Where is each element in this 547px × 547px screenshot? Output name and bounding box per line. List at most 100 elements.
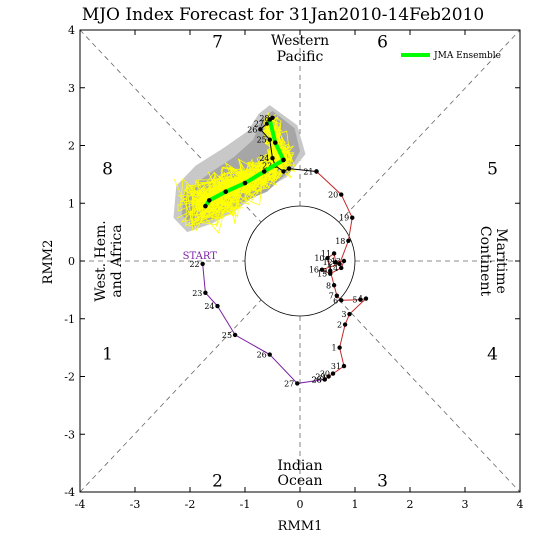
ensemble-mean-point (272, 140, 278, 145)
x-tick-label: -1 (240, 498, 251, 511)
phase-label: 4 (487, 344, 498, 364)
trajectory-date-label: 17 (326, 260, 336, 269)
ensemble-mean-point (223, 189, 229, 194)
y-tick-label: -1 (64, 313, 75, 326)
trajectory-point (264, 121, 270, 126)
phase-label: 5 (487, 160, 498, 180)
x-tick-label: 1 (352, 498, 359, 511)
x-tick-label: -2 (185, 498, 196, 511)
trajectory-date-label: 27 (284, 379, 294, 388)
region-label-western-pacific: Pacific (277, 49, 324, 65)
ensemble-mean-point (206, 198, 212, 203)
trajectory-date-label: 7 (329, 292, 334, 301)
trajectory-date-label: 16 (309, 266, 319, 275)
y-tick-label: -3 (64, 428, 75, 441)
trajectory-point (331, 251, 337, 256)
trajectory-point (258, 127, 263, 132)
trajectory-date-label: 11 (321, 249, 331, 258)
unit-circle (244, 205, 356, 317)
phase-label: 3 (377, 471, 388, 491)
phase-label: 7 (212, 33, 223, 53)
x-tick-label: -4 (75, 498, 86, 511)
legend: JMA Ensemble (401, 51, 501, 61)
chart-title: MJO Index Forecast for 31Jan2010-14Feb20… (82, 5, 484, 25)
trajectory-date-label: 30 (320, 370, 330, 379)
y-tick-label: 4 (68, 24, 75, 37)
trajectory-point (363, 296, 369, 301)
trajectory-date-label: 25 (257, 136, 267, 145)
trajectory-date-label: 1 (332, 344, 337, 353)
ensemble-member-line (177, 122, 292, 225)
x-tick-label: 4 (517, 498, 524, 511)
trajectory-point (286, 166, 292, 171)
x-tick-label: -3 (130, 498, 141, 511)
phase-label: 8 (102, 160, 113, 180)
y-tick-label: 1 (68, 197, 75, 210)
trajectory-date-label: 10 (314, 254, 324, 263)
trajectory-date-label: 22 (189, 260, 199, 269)
trajectory-point (341, 363, 347, 369)
trajectory-point (232, 332, 238, 338)
y-tick-label: -2 (64, 371, 75, 384)
trajectory-date-label: 27 (254, 120, 264, 129)
trajectory-point (314, 169, 319, 174)
trajectory-date-label: 9 (322, 267, 327, 276)
trajectory-date-label: 31 (331, 362, 341, 371)
trajectory-point (200, 261, 205, 267)
trajectory-date-label: 8 (326, 281, 331, 290)
trajectory-date-label: 21 (303, 167, 313, 176)
trajectory-point (358, 297, 363, 302)
trajectory-point (326, 374, 331, 379)
guide-diagonal (79, 299, 262, 493)
x-tick-label: 2 (407, 498, 414, 511)
x-tick-label: 0 (297, 498, 304, 511)
trajectory-point (347, 311, 352, 317)
trajectory-point (342, 322, 348, 327)
trajectory-point (350, 215, 355, 220)
trajectory-point (339, 298, 344, 303)
trajectory-date-label: 23 (262, 162, 272, 171)
region-label-west-hem-africa: and Africa (109, 224, 125, 297)
trajectory-point (203, 290, 208, 295)
ensemble-mean-point (267, 117, 273, 122)
trajectory-date-label: 13 (331, 257, 341, 266)
trajectory-date-label: 14 (328, 264, 338, 273)
region-label-indian-ocean: Ocean (278, 473, 323, 489)
trajectory-date-label: 24 (204, 302, 214, 311)
trajectory-point (215, 303, 220, 309)
phase-label: 1 (102, 344, 113, 364)
phase-label: 2 (212, 471, 223, 491)
y-axis-label: RMM2 (41, 240, 56, 285)
trajectory-point (267, 137, 272, 142)
trajectory-date-label: 29 (315, 373, 325, 382)
trajectory-point (295, 381, 300, 386)
trajectory-point (281, 169, 286, 174)
trajectory-date-label: 28 (259, 114, 269, 123)
trajectory-date-label: 6 (333, 296, 338, 305)
trajectory-date-label: 23 (192, 289, 202, 298)
y-tick-label: 3 (68, 82, 75, 95)
region-label-maritime-continent: Maritime (493, 228, 509, 294)
trajectory-line-purple (202, 263, 325, 384)
trajectory-point (333, 259, 338, 265)
trajectory-point (341, 258, 347, 264)
trajectory-date-label: 28 (312, 375, 322, 384)
trajectory-date-label: 2 (337, 321, 342, 330)
region-label-western-pacific: Western (271, 33, 329, 49)
trajectory-point (346, 238, 351, 243)
ensemble-mean-point (261, 169, 267, 174)
region-label-indian-ocean: Indian (277, 458, 322, 474)
x-tick-label: 3 (462, 498, 469, 511)
trajectory-date-label: 26 (247, 125, 257, 134)
trajectory-date-label: 18 (335, 237, 345, 246)
region-label-west-hem-africa: West. Hem. (93, 220, 109, 301)
guide-diagonal (338, 299, 521, 493)
trajectory-date-label: 19 (339, 214, 349, 223)
region-label-maritime-continent: Continent (477, 226, 493, 297)
trajectory-point (270, 156, 275, 161)
ensemble-mean-point (203, 203, 208, 209)
trajectory-date-label: 20 (328, 191, 338, 200)
trajectory-date-label: 28 (312, 375, 322, 384)
trajectory-point (337, 261, 342, 267)
